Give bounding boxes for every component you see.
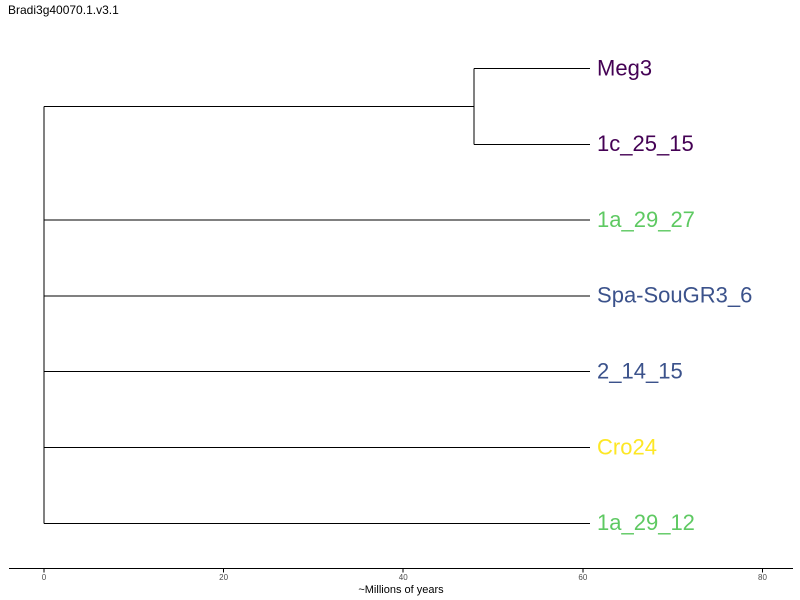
- tip-label: 1a_29_12: [597, 510, 695, 535]
- tip-label: 1c_25_15: [597, 131, 694, 156]
- tip-label: Spa-SouGR3_6: [597, 283, 752, 308]
- x-tick-label: 40: [399, 573, 408, 582]
- tip-label: 2_14_15: [597, 359, 683, 384]
- tip-label: Cro24: [597, 434, 657, 459]
- x-axis-label: ~Millions of years: [358, 584, 444, 596]
- tip-labels: Meg3 1c_25_15 1a_29_27 Spa-SouGR3_6 2_14_15 C…: [597, 55, 752, 535]
- x-axis: 0 20 40 60 80: [9, 568, 793, 582]
- tip-label: Meg3: [597, 55, 652, 80]
- tree-branches: [43, 68, 591, 524]
- tip-label: 1a_29_27: [597, 207, 695, 232]
- x-tick-label: 60: [578, 573, 587, 582]
- chart-title: Bradi3g40070.1.v3.1: [8, 3, 119, 17]
- x-tick-label: 0: [42, 573, 47, 582]
- x-tick-label: 20: [219, 573, 228, 582]
- x-tick-label: 80: [758, 573, 767, 582]
